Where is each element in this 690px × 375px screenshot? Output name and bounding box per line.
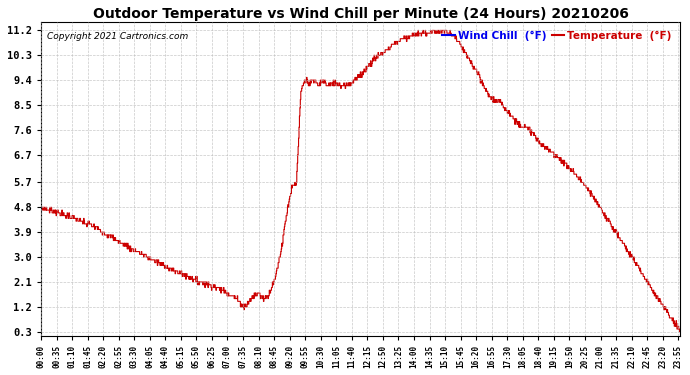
Title: Outdoor Temperature vs Wind Chill per Minute (24 Hours) 20210206: Outdoor Temperature vs Wind Chill per Mi… [92,7,629,21]
Text: Copyright 2021 Cartronics.com: Copyright 2021 Cartronics.com [48,32,188,40]
Legend: Wind Chill  (°F), Temperature  (°F): Wind Chill (°F), Temperature (°F) [440,27,675,44]
